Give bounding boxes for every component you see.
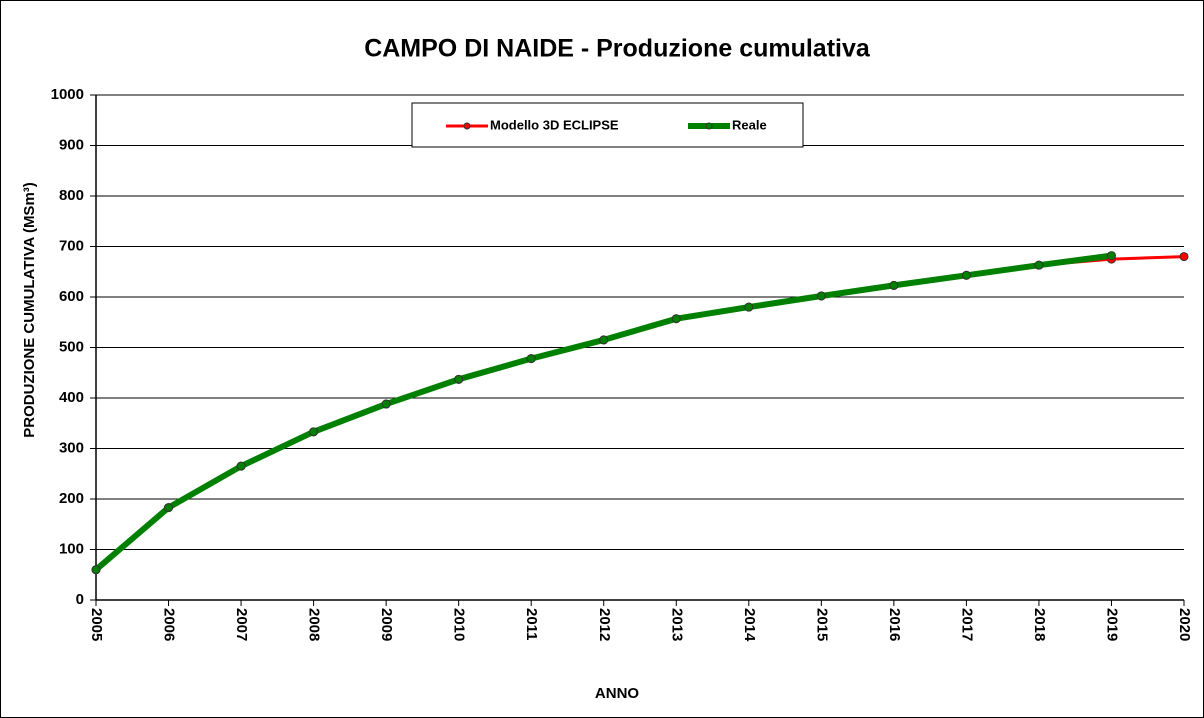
data-point: [526, 354, 536, 364]
y-tick-label: 500: [59, 338, 84, 355]
x-tick-label: 2020: [1176, 608, 1193, 641]
x-tick-label: 2015: [813, 608, 830, 641]
data-point: [236, 461, 246, 471]
y-tick-label: 800: [59, 187, 84, 204]
legend-label: Modello 3D ECLIPSE: [490, 117, 619, 132]
x-tick-label: 2014: [741, 608, 758, 642]
y-axis-label: PRODUZIONE CUMULATIVA (MSm³): [21, 182, 38, 438]
legend-label: Reale: [732, 117, 767, 132]
data-point: [599, 335, 609, 345]
data-point: [1034, 260, 1044, 270]
y-tick-label: 900: [59, 136, 84, 153]
y-tick-label: 200: [59, 490, 84, 507]
data-point: [744, 302, 754, 312]
data-point: [454, 374, 464, 384]
x-tick-label: 2013: [668, 608, 685, 641]
x-tick-label: 2019: [1103, 608, 1120, 641]
x-tick-label: 2010: [451, 608, 468, 641]
y-tick-label: 0: [76, 591, 84, 608]
x-tick-label: 2016: [886, 608, 903, 641]
x-tick-label: 2006: [161, 608, 178, 641]
data-point: [1179, 252, 1189, 262]
legend-marker: [705, 122, 713, 130]
legend-marker: [463, 122, 471, 130]
data-point: [164, 503, 174, 513]
y-tick-label: 300: [59, 439, 84, 456]
data-point: [381, 399, 391, 409]
data-point: [309, 427, 319, 437]
x-tick-label: 2007: [233, 608, 250, 641]
x-tick-label: 2012: [596, 608, 613, 641]
data-point: [889, 280, 899, 290]
y-tick-label: 700: [59, 237, 84, 254]
x-tick-label: 2008: [306, 608, 323, 641]
y-tick-label: 100: [59, 540, 84, 557]
data-point: [1106, 251, 1116, 261]
data-point: [816, 291, 826, 301]
x-tick-label: 2011: [523, 608, 540, 641]
y-tick-label: 400: [59, 389, 84, 406]
x-axis-label: ANNO: [595, 685, 639, 702]
y-tick-label: 1000: [51, 86, 84, 103]
y-tick-label: 600: [59, 288, 84, 305]
x-tick-label: 2017: [958, 608, 975, 641]
data-point: [671, 314, 681, 324]
x-tick-label: 2005: [88, 608, 105, 641]
data-point: [961, 270, 971, 280]
x-tick-label: 2018: [1031, 608, 1048, 641]
data-point: [91, 565, 101, 575]
chart-title: CAMPO DI NAIDE - Produzione cumulativa: [364, 35, 871, 63]
x-tick-label: 2009: [378, 608, 395, 641]
